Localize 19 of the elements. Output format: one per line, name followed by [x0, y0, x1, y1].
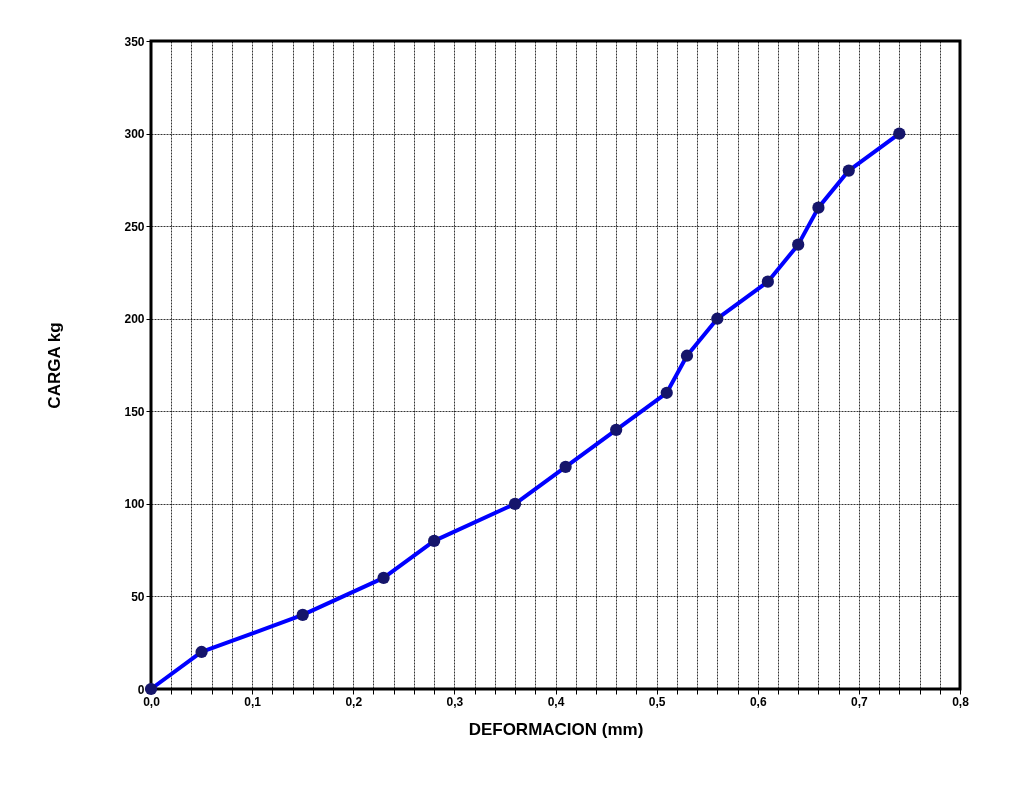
y-tick-label: 0	[137, 682, 145, 697]
y-axis-title: CARGA kg	[45, 322, 65, 409]
y-tick-label: 150	[124, 404, 145, 419]
y-tick-label: 300	[124, 127, 145, 142]
x-tick-label: 0,4	[547, 694, 565, 709]
x-tick-label: 0,2	[345, 694, 363, 709]
x-tick-label: 0,5	[648, 694, 666, 709]
y-tick-label: 350	[124, 34, 145, 49]
x-tick-label: 0,8	[952, 694, 970, 709]
x-axis-title: DEFORMACION (mm)	[468, 719, 644, 739]
y-tick-label: 200	[124, 312, 145, 327]
x-tick-label: 0,0	[143, 694, 161, 709]
y-tick-label: 50	[131, 589, 145, 604]
x-tick-label: 0,1	[244, 694, 262, 709]
y-tick-label: 100	[124, 497, 145, 512]
x-tick-label: 0,3	[446, 694, 464, 709]
y-tick-label: 250	[124, 219, 145, 234]
x-tick-label: 0,6	[749, 694, 767, 709]
x-tick-label: 0,7	[851, 694, 869, 709]
